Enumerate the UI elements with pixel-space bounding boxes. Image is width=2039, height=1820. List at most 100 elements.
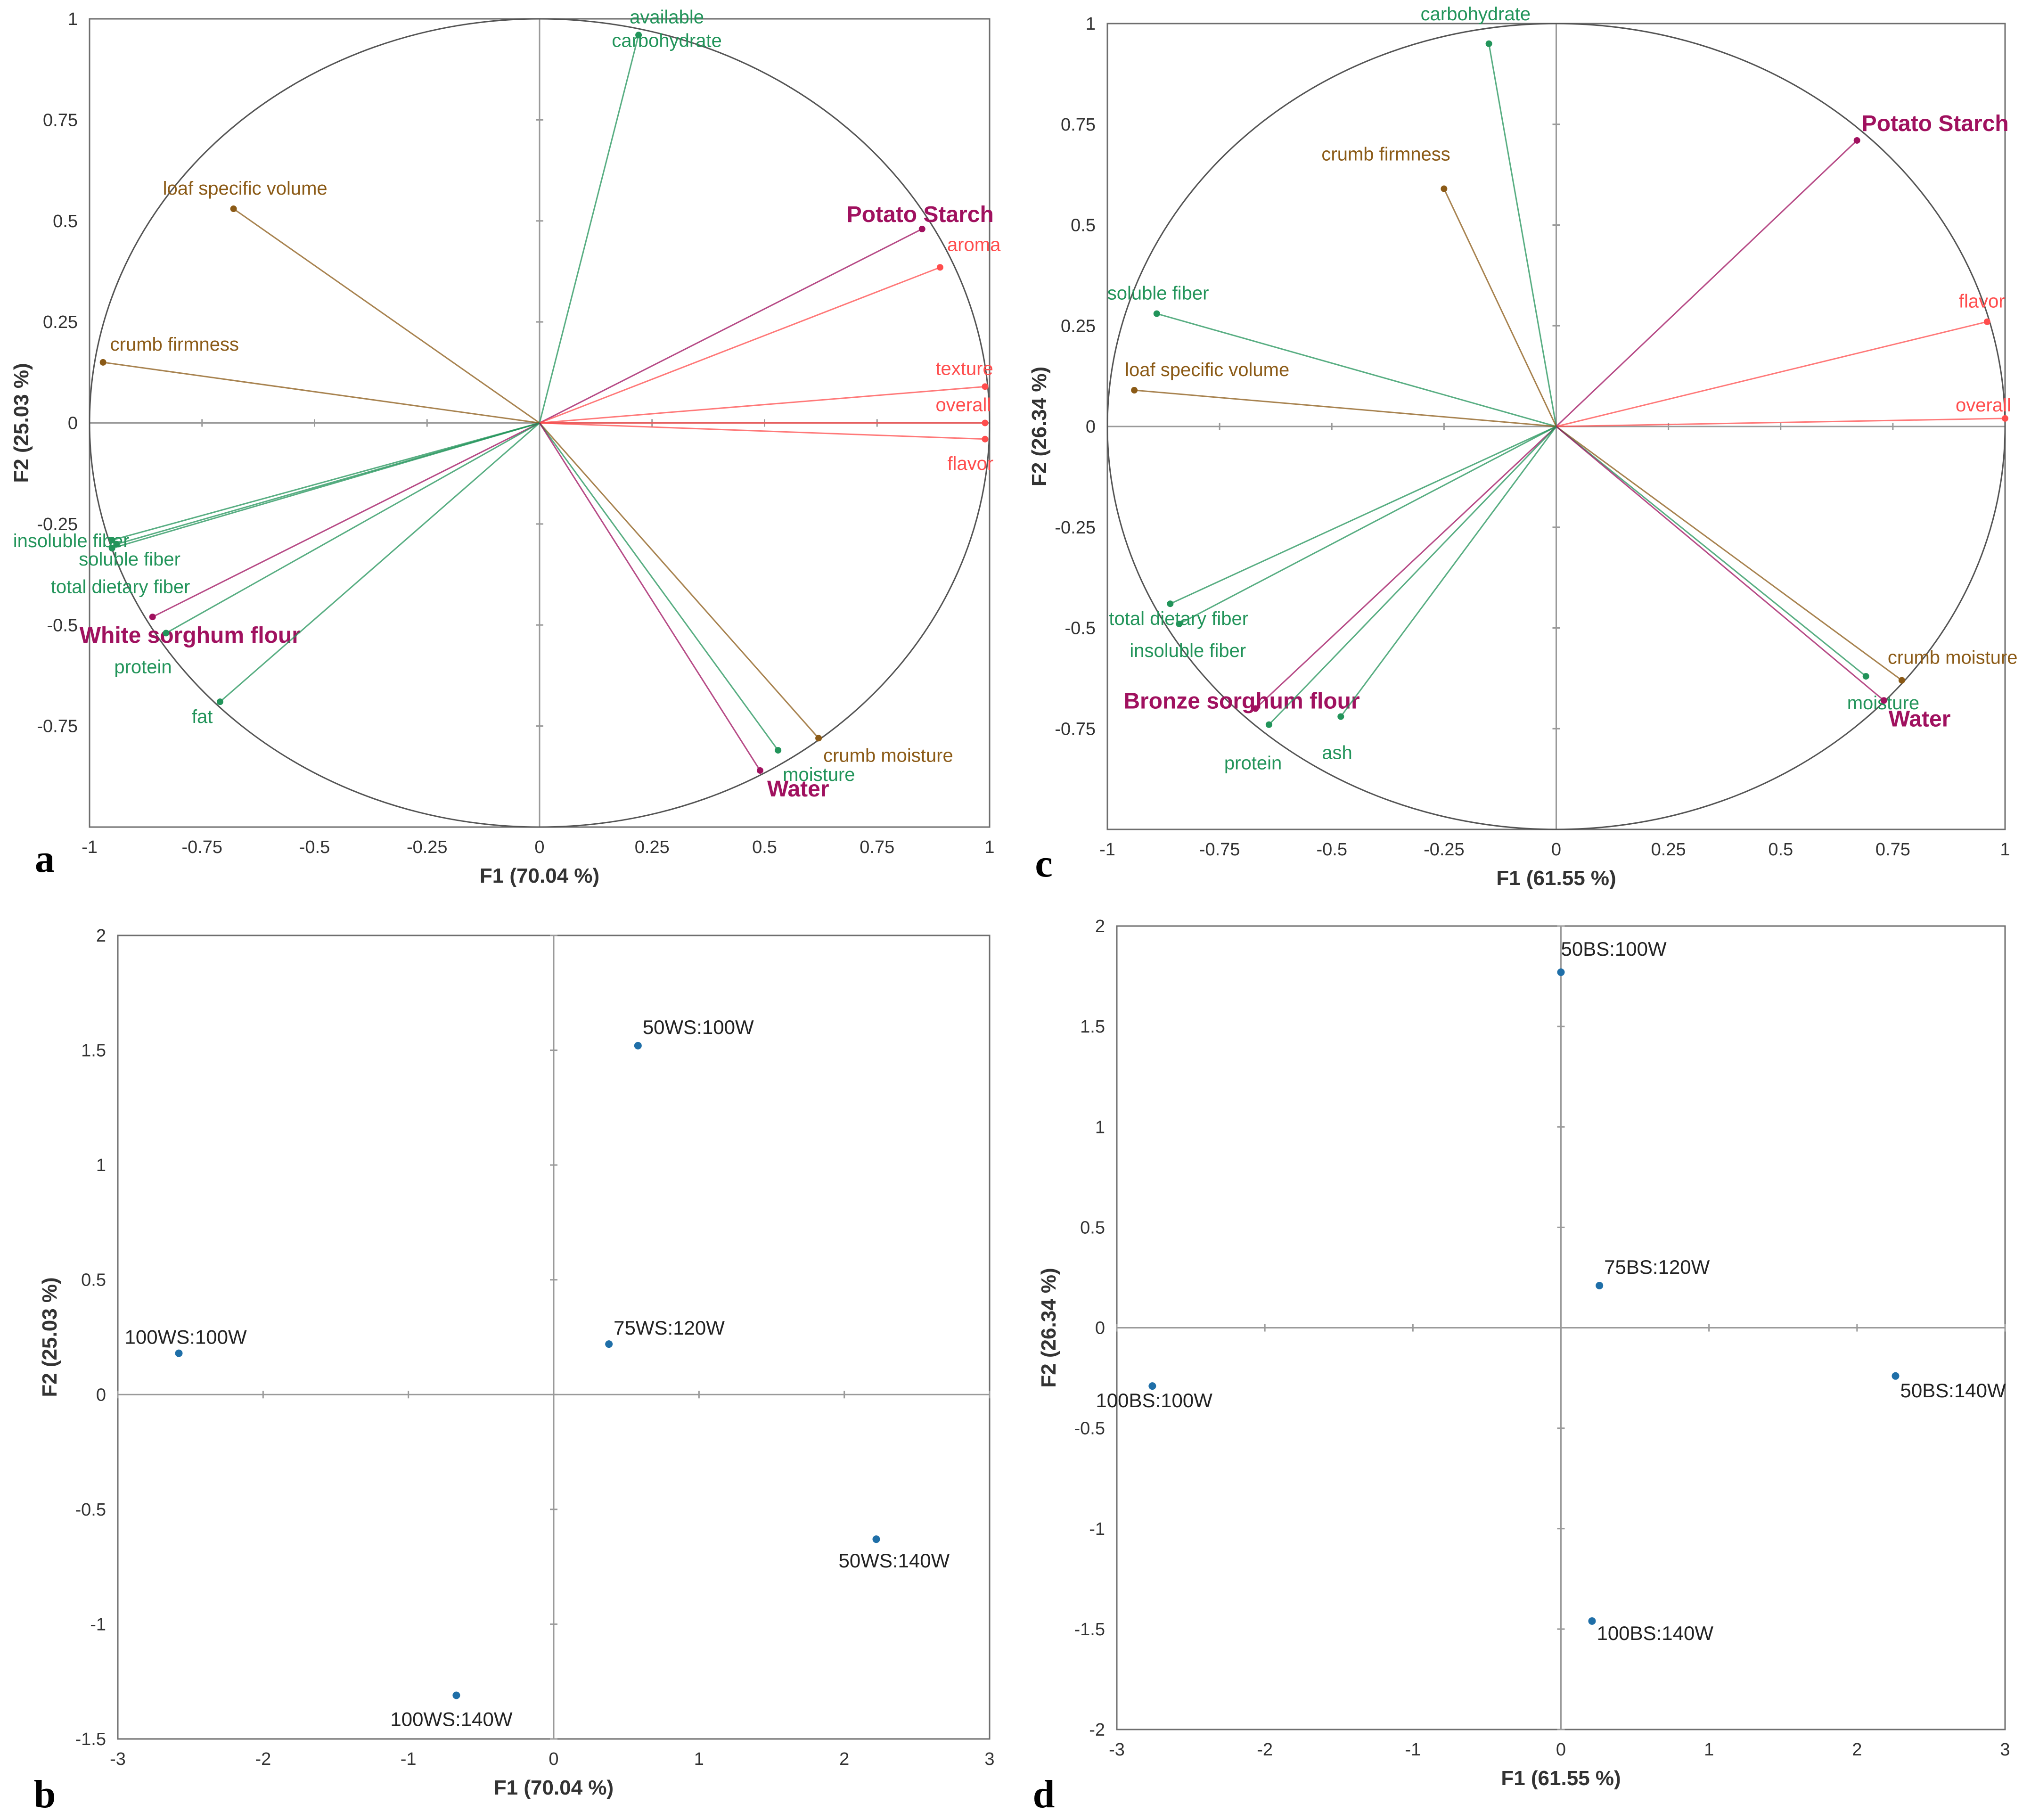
loading-point-potato-starch	[1853, 137, 1860, 144]
x-tick-label: -1	[82, 837, 98, 857]
y-tick-label: -0.25	[1055, 518, 1096, 538]
loading-label-moisture: moisture	[783, 764, 855, 785]
x-tick-label: 1	[1704, 1740, 1714, 1760]
y-axis-title: F2 (26.34 %)	[1028, 367, 1051, 486]
score-label-100bs-100w: 100BS:100W	[1096, 1389, 1212, 1411]
loading-label-carbohydrate: carbohydrate	[1421, 4, 1531, 25]
loading-label-protein: protein	[1224, 753, 1282, 774]
x-tick-label: 3	[984, 1749, 994, 1769]
y-tick-label: -1.5	[75, 1730, 106, 1749]
loading-point-bronze-sorghum-flour	[1252, 705, 1259, 712]
score-point-100bs-140w	[1588, 1617, 1596, 1625]
y-tick-label: 0	[1095, 1319, 1105, 1338]
x-tick-label: 2	[1852, 1740, 1862, 1760]
loading-label-texture: texture	[935, 358, 993, 379]
loading-label-crumb-moisture: crumb moisture	[823, 745, 953, 766]
y-tick-label: 1.5	[1080, 1017, 1105, 1037]
x-tick-label: -0.75	[181, 837, 222, 857]
loading-point-water	[1880, 697, 1887, 704]
loading-vector-bronze-sorghum-flour	[1255, 426, 1557, 709]
y-tick-label: -0.5	[1065, 619, 1096, 639]
loading-point-overall	[2002, 415, 2008, 422]
loading-label-carbohydrate: carbohydrate	[612, 30, 721, 51]
y-tick-label: 1	[1086, 14, 1096, 34]
score-point-50ws-100w	[634, 1041, 642, 1049]
loading-label-white-sorghum-flour: White sorghum flour	[80, 623, 301, 648]
panel-letter: c	[1035, 842, 1052, 885]
loading-label-available: available	[630, 7, 704, 27]
y-tick-label: -0.5	[1074, 1419, 1105, 1439]
x-tick-label: 0.75	[860, 837, 894, 857]
y-tick-label: 0.5	[1080, 1218, 1105, 1238]
loading-vector-protein	[1268, 426, 1557, 725]
loading-label-overall: overall	[1956, 395, 2011, 416]
score-label-50bs-140w: 50BS:140W	[1900, 1379, 2006, 1402]
loading-vector-available	[539, 34, 639, 423]
loading-point-potato-starch	[918, 225, 925, 232]
loading-point-flavor	[1983, 318, 1990, 325]
score-label-50ws-100w: 50WS:100W	[643, 1016, 754, 1038]
x-tick-label: 0.25	[635, 837, 670, 857]
loading-point-water	[756, 767, 763, 774]
loading-point-insoluble-fiber	[108, 537, 115, 544]
loading-label-loaf-specific-volume: loaf specific volume	[163, 178, 328, 199]
y-tick-label: 1	[96, 1156, 106, 1175]
y-axis-title: F2 (25.03 %)	[10, 363, 33, 483]
loading-vector-aroma	[539, 266, 941, 424]
panel-letter: b	[34, 1772, 56, 1816]
score-label-100bs-140w: 100BS:140W	[1597, 1622, 1713, 1644]
y-tick-label: -0.75	[37, 717, 78, 737]
loading-vector-texture	[539, 385, 985, 424]
y-tick-label: 0.25	[1061, 316, 1096, 336]
loading-vector-moisture	[539, 422, 779, 751]
score-point-50ws-140w	[872, 1535, 880, 1543]
loading-label-potato-starch: Potato Starch	[1862, 111, 2009, 136]
score-label-100ws-100w: 100WS:100W	[125, 1326, 247, 1348]
y-tick-label: 0.75	[1061, 115, 1096, 135]
x-axis-title: F1 (70.04 %)	[480, 864, 599, 887]
y-tick-label: 0.5	[1071, 216, 1096, 236]
x-tick-label: -0.5	[299, 837, 330, 857]
loading-point-crumb-moisture	[815, 735, 822, 742]
x-tick-label: -1	[1405, 1740, 1421, 1760]
x-axis-title: F1 (61.55 %)	[1496, 867, 1616, 890]
loading-label-total-dietary-fiber: total dietary fiber	[51, 576, 190, 597]
loading-vector-protein	[165, 422, 540, 634]
loading-vector-insoluble-fiber	[1179, 426, 1557, 625]
score-label-75bs-120w: 75BS:120W	[1604, 1256, 1710, 1278]
loading-vector-total-dietary-fiber	[1170, 426, 1557, 605]
panel-letter: a	[35, 837, 55, 881]
loading-point-loaf-specific-volume	[230, 205, 237, 213]
loading-label-bronze-sorghum-flour: Bronze sorghum flour	[1123, 689, 1359, 714]
panel-letter: d	[1033, 1772, 1055, 1816]
loading-point-total-dietary-fiber	[108, 545, 115, 552]
y-tick-label: 0.25	[43, 312, 78, 332]
loading-vector-potato-starch	[1556, 139, 1858, 427]
x-tick-label: -0.25	[1424, 840, 1465, 860]
score-label-50bs-100w: 50BS:100W	[1561, 938, 1667, 960]
y-tick-label: 2	[96, 926, 106, 946]
loading-vector-overall	[1556, 418, 2006, 427]
loading-label-available: available	[1421, 0, 1495, 1]
x-tick-label: 0	[549, 1749, 558, 1769]
loading-point-moisture	[1862, 673, 1869, 680]
x-axis-title: F1 (61.55 %)	[1501, 1767, 1621, 1790]
loading-label-potato-starch: Potato Starch	[847, 202, 994, 227]
y-tick-label: 0	[96, 1385, 106, 1405]
loading-point-aroma	[936, 264, 943, 271]
loading-label-water: Water	[767, 777, 829, 802]
unit-circle	[89, 18, 991, 828]
x-tick-label: -1	[1099, 840, 1115, 860]
x-tick-label: 3	[2000, 1740, 2010, 1760]
y-tick-label: -1	[1089, 1519, 1105, 1539]
y-tick-label: -1.5	[1074, 1620, 1105, 1640]
loading-vector-crumb-moisture	[1556, 426, 1902, 681]
loading-vector-crumb-moisture	[539, 422, 819, 739]
x-tick-label: 1	[2000, 840, 2010, 860]
x-tick-label: 0	[1556, 1740, 1566, 1760]
loading-vector-crumb-firmness	[1443, 188, 1557, 427]
x-tick-label: 0.5	[1768, 840, 1793, 860]
y-axis-title: F2 (26.34 %)	[1037, 1268, 1060, 1387]
x-tick-label: 0.5	[752, 837, 777, 857]
